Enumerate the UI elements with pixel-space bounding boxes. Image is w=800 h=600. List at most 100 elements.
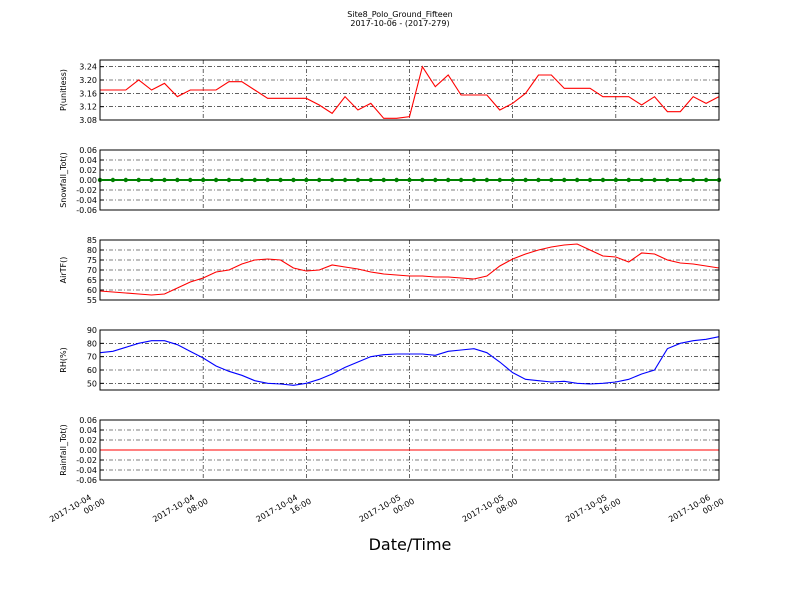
x-tick-label: 2017-10-0408:00	[151, 488, 209, 533]
data-point	[252, 177, 257, 183]
data-point	[394, 177, 399, 183]
data-point	[458, 177, 464, 183]
y-tick-label: 65	[87, 276, 97, 285]
data-line	[99, 336, 720, 386]
y-tick-label: 3.08	[79, 116, 97, 125]
data-point	[149, 177, 154, 183]
y-tick-label: 3.12	[79, 103, 97, 112]
y-tick-label: 0.06	[79, 146, 97, 155]
y-tick-label: 90	[87, 326, 97, 335]
data-point	[587, 177, 593, 183]
data-point	[291, 177, 296, 183]
data-point	[433, 177, 438, 183]
data-point	[445, 177, 451, 183]
data-point	[213, 177, 219, 183]
y-tick-label: 75	[87, 256, 97, 265]
data-line	[100, 65, 720, 119]
data-point	[678, 177, 683, 183]
data-line	[99, 243, 720, 296]
data-point	[407, 177, 412, 183]
axes-frame	[99, 419, 720, 481]
y-tick-label: 50	[87, 379, 97, 388]
data-point	[162, 177, 167, 183]
data-point	[381, 177, 386, 183]
y-tick-label: 0.00	[79, 176, 97, 185]
axes-frame	[99, 59, 720, 121]
data-point	[420, 177, 425, 183]
data-point	[665, 177, 670, 183]
y-tick-label: -0.02	[76, 186, 97, 195]
data-point	[278, 177, 283, 183]
data-point	[110, 177, 116, 183]
data-point	[600, 177, 606, 183]
y-tick-label: 70	[87, 266, 97, 275]
y-axis-label: AirTF()	[59, 257, 68, 284]
y-tick-label: -0.04	[76, 196, 97, 205]
axes-frame	[99, 329, 720, 391]
y-axis-label: Rainfall_Tot()	[59, 424, 68, 476]
data-point	[368, 177, 374, 183]
data-point	[136, 177, 141, 183]
data-point	[355, 177, 361, 183]
y-tick-label: -0.04	[76, 466, 97, 475]
data-point	[200, 177, 206, 183]
y-axis-label: Snowfall_Tot()	[59, 152, 68, 208]
data-point	[510, 177, 515, 183]
data-point	[175, 177, 180, 183]
y-tick-label: 55	[87, 296, 97, 305]
y-tick-label: 85	[87, 236, 97, 245]
data-point	[265, 177, 270, 183]
data-point	[626, 177, 631, 183]
x-tick-label: 2017-10-0508:00	[461, 488, 519, 533]
data-point	[613, 177, 619, 183]
y-tick-label: 0.04	[79, 156, 97, 165]
y-tick-label: 0.00	[79, 446, 97, 455]
y-tick-label: 80	[87, 246, 97, 255]
data-point	[497, 177, 502, 183]
data-point	[484, 177, 490, 183]
y-tick-label: 70	[87, 353, 97, 362]
x-tick-label: 2017-10-0516:00	[564, 488, 622, 533]
data-point	[317, 177, 322, 183]
data-point	[239, 177, 245, 183]
chart-title: Site8_Polo_Ground_Fifteen	[347, 10, 452, 19]
y-tick-label: 60	[87, 286, 97, 295]
data-point	[639, 177, 644, 183]
data-point	[574, 177, 580, 183]
y-tick-label: -0.06	[76, 206, 97, 215]
chart-subtitle: 2017-10-06 - (2017-279)	[350, 19, 449, 28]
data-point	[691, 177, 696, 183]
axes-frame	[99, 239, 720, 301]
data-point	[652, 177, 657, 183]
data-point	[536, 177, 541, 183]
data-point	[562, 177, 567, 183]
data-point	[304, 177, 309, 183]
x-tick-label: 2017-10-0500:00	[358, 488, 416, 533]
y-tick-label: 80	[87, 339, 97, 348]
data-point	[329, 177, 335, 183]
y-tick-label: 3.20	[79, 76, 97, 85]
data-point	[703, 177, 709, 183]
x-tick-label: 2017-10-0416:00	[254, 488, 312, 533]
data-point	[523, 177, 528, 183]
data-point	[188, 177, 193, 183]
x-tick-label: 2017-10-0400:00	[48, 488, 106, 533]
y-tick-label: 3.24	[79, 63, 97, 72]
x-tick-label: 2017-10-0600:00	[667, 488, 725, 533]
axes-frame	[99, 149, 720, 211]
y-tick-label: 0.04	[79, 426, 97, 435]
y-tick-label: 3.16	[79, 89, 97, 98]
data-point	[471, 177, 477, 183]
data-point	[123, 177, 128, 183]
y-tick-label: -0.06	[76, 476, 97, 485]
y-tick-label: 0.02	[79, 166, 97, 175]
x-axis-label: Date/Time	[369, 535, 452, 554]
y-tick-label: 0.06	[79, 416, 97, 425]
data-point	[226, 177, 232, 183]
y-tick-label: 0.02	[79, 436, 97, 445]
y-axis-label: RH(%)	[59, 347, 68, 372]
data-point	[342, 177, 348, 183]
y-axis-label: P(unitless)	[59, 69, 68, 111]
data-point	[549, 177, 554, 183]
